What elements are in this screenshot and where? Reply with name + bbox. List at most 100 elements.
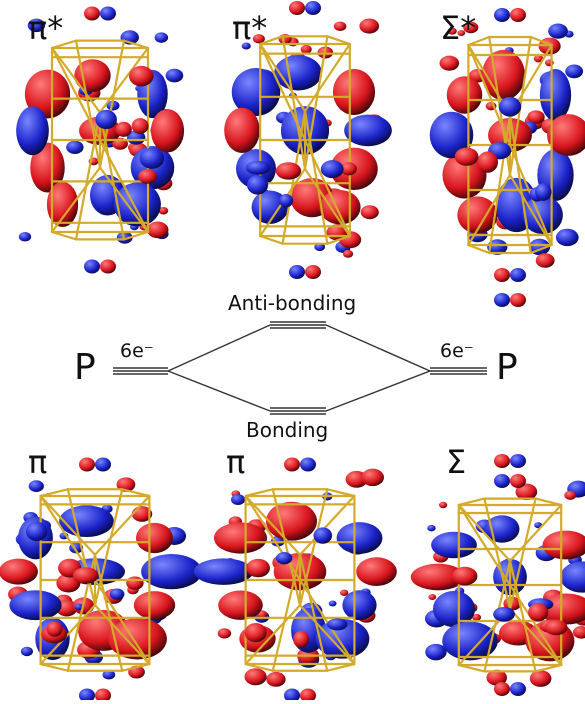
axial-lobe: [510, 682, 526, 696]
front-lobe: [279, 193, 294, 208]
front-lobe: [293, 630, 310, 648]
cage-bond: [303, 167, 351, 238]
cage-bond: [508, 113, 532, 255]
small-lobe: [165, 68, 184, 83]
small-lobe: [463, 21, 479, 34]
cage-bond: [244, 488, 274, 498]
cage-bond: [508, 503, 563, 563]
main-lobe: [9, 590, 62, 621]
small-lobe: [342, 249, 354, 258]
axial-lobe: [494, 293, 510, 307]
small-lobe: [146, 221, 169, 239]
cage-bond: [93, 494, 151, 556]
cage-bond: [259, 42, 307, 113]
cage-bond: [529, 243, 553, 255]
small-lobe: [230, 494, 246, 506]
small-lobe: [564, 490, 577, 500]
cage-bond: [259, 35, 284, 46]
axial-lobe: [284, 457, 300, 472]
small-lobe: [106, 100, 120, 111]
small-lobe: [565, 64, 584, 79]
small-lobe: [314, 242, 326, 252]
main-lobe: [224, 107, 260, 153]
antibonding-label: Anti-bonding: [228, 291, 357, 315]
small-lobe: [18, 232, 32, 242]
main-lobe: [114, 182, 161, 227]
front-lobe: [275, 162, 302, 180]
cluster-cage: [244, 488, 356, 672]
orbital-label-sigma-star: Σ*: [440, 9, 477, 47]
cage-bond: [534, 663, 563, 673]
front-lobe: [95, 109, 117, 130]
cage-bond: [467, 35, 491, 47]
small-lobe: [252, 34, 265, 44]
main-lobe: [431, 531, 477, 559]
right-electron-count: 6e⁻: [440, 340, 474, 362]
axial-lobe: [510, 8, 526, 22]
small-lobe: [340, 589, 349, 596]
cage-bond: [121, 662, 151, 672]
small-lobe: [116, 477, 136, 492]
main-lobe: [429, 111, 474, 159]
cage-bond: [467, 243, 491, 255]
energy-level-diagram: [113, 321, 487, 415]
front-lobe: [138, 169, 158, 184]
small-lobe: [527, 110, 545, 124]
small-lobe: [487, 239, 508, 255]
front-lobe: [528, 603, 549, 622]
main-lobe: [442, 151, 487, 199]
small-lobe: [28, 480, 44, 493]
cage-bond: [534, 497, 563, 507]
small-lobe: [472, 613, 482, 621]
main-lobe: [46, 181, 79, 228]
axial-lobe: [510, 474, 526, 488]
main-lobe: [442, 621, 498, 661]
small-lobe: [300, 45, 312, 54]
orbital-isosurface-4: [193, 457, 397, 703]
small-lobe: [572, 626, 585, 639]
axial-lobe: [510, 268, 526, 282]
cage-bond: [326, 234, 351, 245]
cage-bond: [529, 35, 553, 47]
main-lobe: [24, 69, 71, 119]
cage-bond: [66, 488, 97, 607]
axial-lobe: [84, 259, 100, 274]
main-lobe: [336, 522, 383, 554]
orbital-isosurface-2: [429, 8, 585, 307]
front-lobe: [275, 552, 293, 565]
main-lobe: [319, 190, 361, 225]
axial-lobe: [300, 688, 316, 703]
axial-lobe: [79, 688, 95, 703]
front-lobe: [454, 147, 479, 166]
small-lobe: [529, 670, 552, 687]
cage-bond: [39, 604, 97, 666]
main-lobe: [539, 68, 572, 122]
small-lobe: [548, 23, 568, 39]
main-lobe: [542, 530, 585, 560]
cage-bond: [259, 234, 284, 245]
small-lobe: [533, 54, 544, 63]
main-lobe: [432, 590, 476, 628]
axial-lobe: [100, 6, 116, 21]
front-lobe: [544, 619, 568, 636]
left-atom-label: P: [74, 347, 96, 388]
correlation-line: [325, 370, 431, 412]
cage-bond: [98, 46, 150, 114]
front-lobe: [72, 567, 99, 584]
main-lobe: [315, 619, 370, 659]
small-lobe: [102, 669, 116, 680]
axial-lobe: [510, 293, 526, 307]
axial-lobe: [494, 682, 510, 696]
small-lobe: [244, 668, 267, 686]
cage-bond: [50, 39, 78, 50]
small-lobe: [333, 21, 347, 32]
small-lobe: [217, 628, 232, 639]
orbital-label-pi-2: π: [226, 443, 246, 481]
cage-bond: [467, 173, 512, 247]
correlation-line: [325, 324, 431, 372]
cage-bond: [326, 35, 351, 46]
small-lobe: [425, 643, 447, 661]
cage-bond: [122, 39, 150, 50]
cage-bond: [281, 35, 307, 170]
